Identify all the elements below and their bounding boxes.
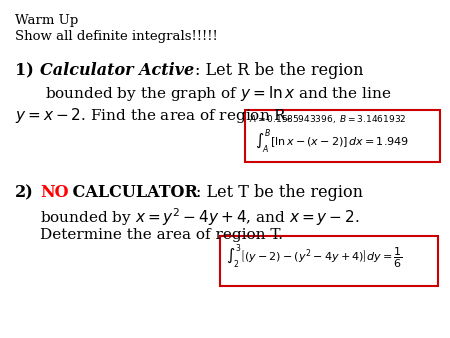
Text: Show all definite integrals!!!!!: Show all definite integrals!!!!! xyxy=(15,30,218,43)
Text: $\int_{2}^{3}\left[(y-2)-(y^2-4y+4)\right]dy = \dfrac{1}{6}$: $\int_{2}^{3}\left[(y-2)-(y^2-4y+4)\righ… xyxy=(226,243,403,271)
Text: Calculator Active: Calculator Active xyxy=(40,62,194,79)
Text: NO: NO xyxy=(40,184,68,201)
Bar xyxy=(245,110,440,162)
Text: $\int_{A}^{B}[\ln x-(x-2)]\,dx = 1.949$: $\int_{A}^{B}[\ln x-(x-2)]\,dx = 1.949$ xyxy=(255,128,409,156)
Text: bounded by $x = y^2 - 4y + 4$, and $x = y - 2$.: bounded by $x = y^2 - 4y + 4$, and $x = … xyxy=(40,206,360,228)
Text: 1): 1) xyxy=(15,62,34,79)
Text: : Let T be the region: : Let T be the region xyxy=(196,184,363,201)
Text: Warm Up: Warm Up xyxy=(15,14,78,27)
Text: : Let R be the region: : Let R be the region xyxy=(195,62,364,79)
Bar xyxy=(220,236,438,286)
Text: Determine the area of region T.: Determine the area of region T. xyxy=(40,228,283,242)
Text: CALCULATOR: CALCULATOR xyxy=(67,184,198,201)
Text: 2): 2) xyxy=(15,184,34,201)
Text: $A = 0.1585943396,\ B = 3.1461932$: $A = 0.1585943396,\ B = 3.1461932$ xyxy=(249,113,406,125)
Text: bounded by the graph of $y = \ln x$ and the line: bounded by the graph of $y = \ln x$ and … xyxy=(45,84,392,103)
Text: $y = x - 2$. Find the area of region R.: $y = x - 2$. Find the area of region R. xyxy=(15,106,291,125)
